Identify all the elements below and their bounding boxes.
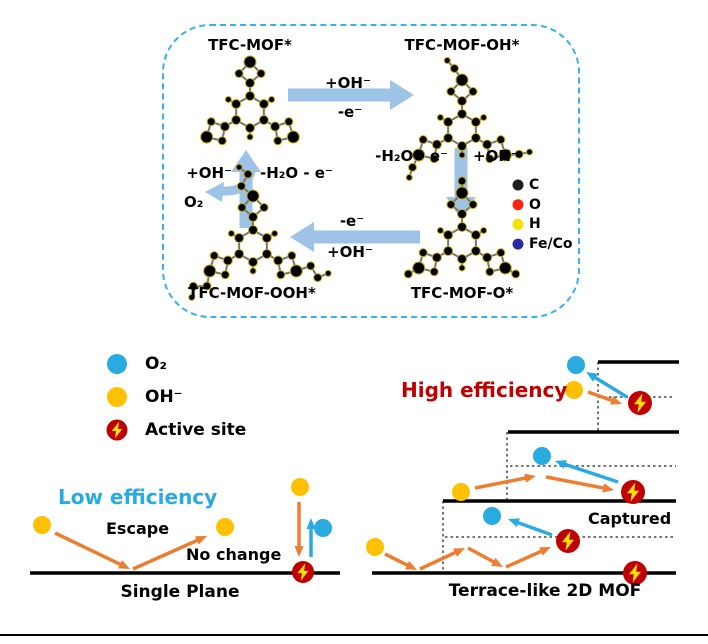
o2-up-arrow	[306, 518, 316, 557]
step-left-h2o-label: -H₂O - e⁻	[260, 164, 333, 182]
o2-release-label: O₂	[184, 193, 204, 211]
o2-sphere	[533, 447, 551, 465]
o2-release-arrowhead	[205, 182, 224, 202]
low-efficiency-title: Low efficiency	[58, 485, 218, 509]
step-right-oh-label: +OH⁻	[473, 147, 519, 165]
active-site-terrace-4	[623, 561, 647, 585]
legend-active-site-label: Active site	[145, 420, 247, 440]
molecule-tfc-mof-o	[403, 176, 521, 279]
oh-down-arrow	[294, 502, 304, 557]
active-site-terrace-3	[556, 529, 580, 553]
capture-arrow	[545, 475, 614, 493]
lightning-bolt-icon	[629, 563, 641, 583]
atom-legend-dot-C	[512, 179, 524, 191]
atom-legend-label-o: O	[529, 197, 541, 213]
active-site-single-plane	[292, 561, 314, 583]
state-label-tfc-mof-ooh: TFC-MOF-OOH*	[188, 284, 316, 302]
active-site-terrace-2	[621, 480, 645, 504]
state-label-tfc-mof-oh: TFC-MOF-OH*	[404, 36, 520, 54]
legend-oh-label: OH⁻	[145, 387, 183, 407]
high-efficiency-title: High efficiency	[401, 378, 568, 402]
step-right-h2o-label: -H₂O - e⁻	[375, 147, 448, 165]
step-bottom-oh-label: +OH⁻	[327, 243, 373, 261]
hop-arrow	[467, 546, 503, 567]
molecule-tfc-mof-oh	[405, 57, 534, 182]
legend-active-site-icon	[106, 419, 128, 441]
oh-sphere	[565, 381, 583, 399]
lightning-bolt-icon	[562, 531, 574, 551]
no-change-label: No change	[186, 545, 282, 564]
step-top-oh-label: +OH⁻	[325, 74, 371, 92]
legend-o2-label: O₂	[145, 354, 167, 374]
o2-sphere	[567, 356, 585, 374]
oh-sphere	[33, 516, 51, 534]
step-left-oh-label: +OH⁻	[186, 164, 232, 182]
escape-arrow-up	[132, 536, 207, 571]
oh-sphere	[366, 538, 384, 556]
molecule-tfc-mof-ooh	[188, 163, 332, 301]
atom-legend-label-feco: Fe/Co	[529, 236, 573, 252]
legend-o2-dot	[107, 354, 127, 374]
o2-sphere	[483, 507, 501, 525]
molecule-tfc-mof	[200, 55, 300, 146]
oh-sphere	[216, 518, 234, 536]
o2-sphere	[314, 519, 332, 537]
bottom-separator-line	[0, 634, 708, 636]
single-plane-caption: Single Plane	[120, 582, 240, 602]
legend-oh-dot	[107, 387, 127, 407]
oh-sphere	[291, 478, 309, 496]
capture-arrow	[587, 390, 622, 405]
lightning-bolt-icon	[297, 563, 309, 581]
atom-legend-dot-H	[512, 218, 524, 230]
release-arrow	[508, 518, 553, 537]
terrace-caption: Terrace-like 2D MOF	[448, 581, 642, 601]
hop-arrow	[384, 552, 417, 570]
step-bottom-e-label: -e⁻	[339, 212, 365, 230]
step-top-e-label: -e⁻	[337, 103, 363, 121]
atom-legend-label-c: C	[529, 177, 540, 193]
lightning-bolt-icon	[627, 482, 639, 502]
oh-sphere	[452, 483, 470, 501]
state-label-tfc-mof-o: TFC-MOF-O*	[410, 284, 514, 302]
release-arrow	[586, 372, 628, 399]
capture-arrow	[505, 547, 551, 569]
state-label-tfc-mof: TFC-MOF*	[208, 36, 292, 54]
atom-legend-dot-Fe/Co	[512, 238, 524, 250]
escape-arrow-down	[54, 531, 130, 569]
cycle-arrow-top	[288, 80, 414, 110]
atom-legend-label-h: H	[529, 216, 541, 232]
lightning-bolt-icon	[111, 421, 123, 439]
captured-label: Captured	[588, 509, 672, 528]
lightning-bolt-icon	[634, 393, 646, 413]
cycle-arrow-bottom	[290, 222, 420, 252]
escape-label: Escape	[106, 519, 170, 538]
hop-arrow	[419, 548, 465, 571]
atom-legend-dot-O	[512, 199, 524, 211]
release-arrow	[555, 460, 619, 484]
catalytic-cycle-box	[162, 24, 580, 318]
hop-arrow	[474, 473, 536, 490]
active-site-terrace-1	[628, 391, 652, 415]
